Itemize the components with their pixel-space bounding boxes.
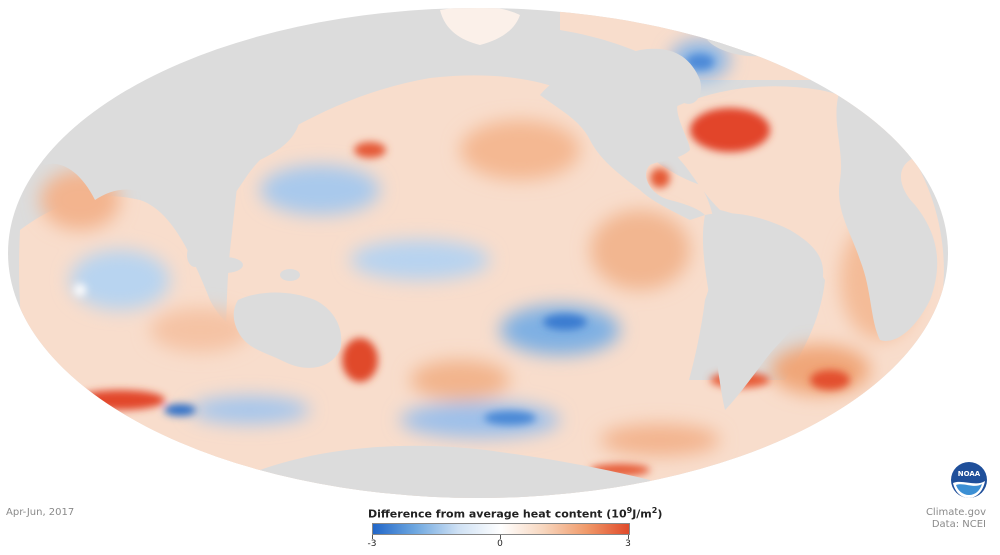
legend-title-exponent-2: 2 <box>651 506 658 515</box>
legend-title-suffix: ) <box>657 507 663 521</box>
legend-label-mid: 0 <box>497 539 503 549</box>
noaa-logo-text: NOAA <box>958 470 981 478</box>
noaa-logo-icon: NOAA <box>951 462 987 498</box>
credit-site: Climate.gov <box>925 507 986 518</box>
south-america <box>702 213 824 410</box>
credit-block: Climate.gov Data: NCEI <box>926 507 986 531</box>
north-america <box>540 48 705 220</box>
legend-label-min: -3 <box>367 539 377 549</box>
legend-tick-min <box>372 535 373 539</box>
maritime-islands <box>207 257 243 273</box>
time-period-label: Apr-Jun, 2017 <box>6 507 75 518</box>
legend-tick-max <box>628 535 629 539</box>
asia <box>30 69 300 234</box>
legend-tick-mid <box>500 535 501 539</box>
legend-title-units: J/m <box>632 507 652 521</box>
legend-title: Difference from average heat content (10… <box>368 506 662 521</box>
legend-title-exponent: 9 <box>626 506 633 515</box>
legend-color-bar <box>372 523 630 535</box>
australia <box>233 292 342 368</box>
arctic-ice <box>440 8 520 45</box>
anomaly-strong-layer <box>74 54 850 476</box>
legend-label-max: 3 <box>625 539 631 549</box>
heat-content-map <box>8 8 948 498</box>
map-canvas <box>8 8 948 498</box>
color-legend: Difference from average heat content (10… <box>368 506 663 550</box>
credit-data-source: Data: NCEI <box>931 519 986 530</box>
legend-title-prefix: Difference from average heat content (10 <box>368 507 627 521</box>
